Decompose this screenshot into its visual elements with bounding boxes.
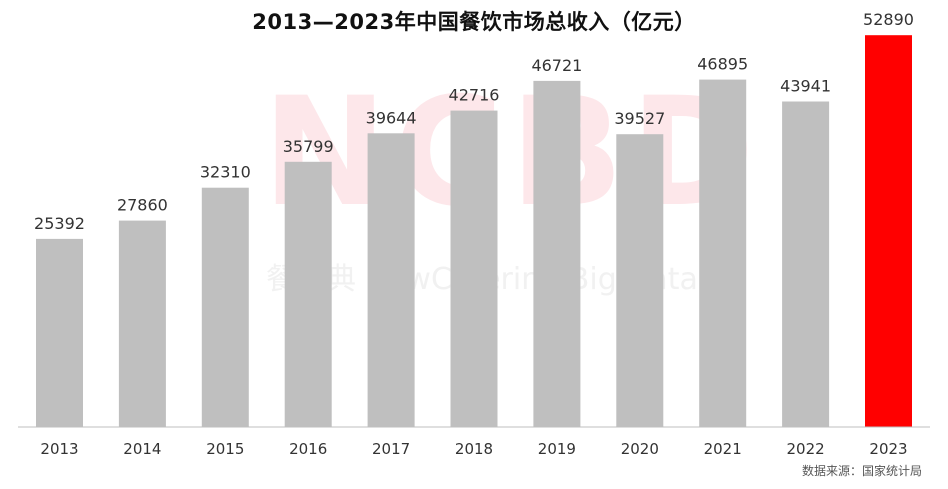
- x-tick-label-2018: 2018: [455, 440, 493, 458]
- bar-2020: [616, 134, 664, 427]
- data-labels-layer: 25392 27860 32310 35799 39644 42716 46721 39527…: [34, 10, 914, 233]
- x-tick-label-2013: 2013: [40, 440, 78, 458]
- bar-2023: [865, 35, 912, 427]
- x-tick-label-2019: 2019: [538, 440, 576, 458]
- data-label-2021: 46895: [697, 55, 748, 74]
- x-tick-label-2014: 2014: [123, 440, 161, 458]
- chart-title: 2013—2023年中国餐饮市场总收入（亿元）: [252, 10, 696, 34]
- x-tick-label-2020: 2020: [621, 440, 659, 458]
- bar-2022: [782, 101, 830, 427]
- bar-2017: [367, 133, 415, 428]
- x-tick-label-2023: 2023: [869, 440, 907, 458]
- data-label-2019: 46721: [531, 56, 582, 75]
- data-label-2022: 43941: [780, 77, 831, 96]
- bar-2016: [284, 161, 332, 428]
- bar-2021: [699, 79, 747, 427]
- x-tick-label-2016: 2016: [289, 440, 327, 458]
- data-label-2018: 42716: [449, 86, 500, 105]
- bar-2018: [450, 110, 498, 427]
- data-label-2016: 35799: [283, 137, 334, 156]
- source-note: 数据来源：国家统计局: [801, 464, 922, 478]
- x-tick-label-2021: 2021: [704, 440, 742, 458]
- data-label-2017: 39644: [366, 108, 417, 127]
- data-label-2013: 25392: [34, 214, 85, 233]
- data-label-2015: 32310: [200, 163, 251, 182]
- bar-2015: [201, 187, 249, 427]
- data-label-2023: 52890: [863, 10, 914, 29]
- bar-2014: [118, 220, 166, 427]
- bar-2019: [533, 80, 581, 428]
- x-tick-label-2015: 2015: [206, 440, 244, 458]
- data-label-2020: 39527: [614, 109, 665, 128]
- bars-layer: [36, 35, 912, 428]
- x-tick-label-2017: 2017: [372, 440, 410, 458]
- data-label-2014: 27860: [117, 196, 168, 215]
- x-tick-label-2022: 2022: [787, 440, 825, 458]
- x-tick-labels-layer: 2013 2014 2015 2016 2017 2018 2019 2020 2021 2022…: [40, 440, 907, 458]
- bar-2013: [36, 238, 83, 427]
